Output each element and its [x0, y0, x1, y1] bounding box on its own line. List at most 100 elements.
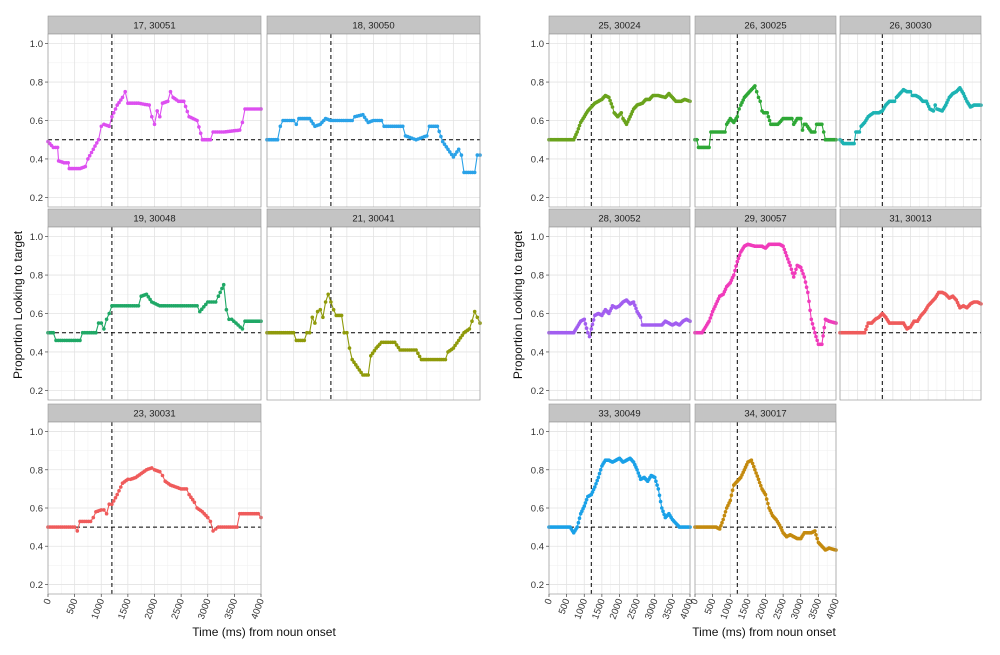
data-point: [597, 471, 602, 476]
data-point: [575, 525, 579, 529]
data-point: [95, 141, 99, 145]
y-tick-label: 0.2: [30, 193, 43, 204]
facet-strip-label: 17, 30051: [133, 21, 175, 32]
data-point: [591, 318, 596, 322]
x-tick-label: 500: [703, 597, 719, 616]
data-point: [583, 501, 588, 505]
data-point: [104, 511, 109, 516]
data-point: [820, 342, 824, 347]
data-point: [104, 317, 109, 322]
data-point: [208, 519, 213, 524]
data-point: [362, 115, 367, 120]
y-tick-label: 1.0: [531, 232, 544, 243]
data-point: [582, 504, 587, 508]
data-point: [892, 99, 897, 104]
data-point: [723, 510, 728, 514]
facet-panel: 25, 30024 0.2 0.4 0.6 0.8 1.0: [531, 15, 692, 208]
panel-frame: [839, 226, 982, 401]
data-point: [576, 127, 581, 131]
data-point: [809, 317, 814, 322]
facet-panel: 28, 30052 0.2 0.4 0.6 0.8 1.0: [531, 208, 692, 401]
data-point: [166, 99, 170, 104]
data-point: [240, 120, 245, 125]
data-point: [456, 338, 461, 343]
data-point: [446, 147, 450, 152]
data-point: [275, 137, 280, 142]
data-point: [470, 319, 474, 324]
data-point: [607, 95, 611, 100]
data-point: [379, 118, 384, 123]
data-point: [155, 109, 159, 113]
data-point: [756, 477, 761, 482]
data-point: [709, 313, 714, 317]
y-tick-label: 0.4: [30, 542, 43, 553]
data-point: [764, 497, 769, 501]
data-point: [723, 130, 727, 134]
data-point: [83, 164, 88, 169]
data-point: [808, 308, 812, 313]
data-point: [185, 109, 190, 114]
data-point: [750, 461, 755, 466]
data-point: [752, 464, 756, 469]
y-tick-label: 0.6: [30, 116, 43, 127]
data-point: [111, 111, 116, 115]
data-point: [160, 473, 165, 478]
data-point: [813, 130, 817, 134]
data-point: [451, 346, 456, 350]
data-point: [99, 321, 104, 325]
data-point: [220, 286, 224, 291]
facet-strip-label: 29, 30057: [744, 214, 786, 225]
data-point: [310, 315, 315, 320]
data-point: [366, 373, 371, 377]
data-point: [800, 268, 804, 273]
y-tick-label: 0.6: [30, 309, 43, 320]
x-tick-label: 1000: [719, 597, 737, 621]
data-point: [91, 515, 96, 520]
data-point: [721, 517, 725, 522]
data-point: [660, 506, 664, 510]
data-point: [211, 529, 215, 533]
data-point: [730, 488, 735, 493]
data-point: [150, 114, 154, 119]
data-point: [575, 130, 579, 134]
data-point: [460, 333, 465, 338]
data-point: [318, 307, 323, 312]
data-point: [799, 116, 803, 121]
data-point: [459, 153, 464, 157]
data-point: [653, 475, 657, 480]
data-point: [933, 103, 937, 107]
data-point: [339, 313, 344, 318]
x-tick-label: 2500: [625, 597, 643, 621]
y-tick-label: 0.6: [531, 116, 544, 127]
data-point: [635, 468, 639, 472]
data-point: [584, 326, 589, 331]
data-point: [737, 107, 741, 111]
data-point: [455, 341, 459, 345]
facet-panel: 23, 30031 0.2 0.4 0.6 0.8 1.0: [30, 403, 263, 595]
facet-strip-label: 19, 30048: [133, 214, 175, 225]
data-point: [361, 112, 365, 117]
data-point: [767, 118, 772, 123]
data-point: [323, 300, 328, 304]
data-point: [291, 118, 296, 123]
data-point: [654, 479, 658, 484]
data-point: [184, 487, 189, 491]
data-point: [111, 499, 116, 503]
x-tick-label: 2000: [608, 597, 626, 621]
data-point: [609, 102, 614, 106]
data-point: [787, 260, 791, 265]
facet-strip-label: 26, 30030: [889, 21, 931, 32]
data-point: [113, 107, 118, 111]
data-point: [813, 529, 817, 533]
data-point: [55, 145, 60, 150]
y-tick-label: 0.8: [531, 271, 544, 282]
y-tick-label: 0.8: [30, 465, 43, 476]
data-point: [656, 487, 661, 491]
data-point: [810, 322, 815, 326]
data-point: [783, 250, 788, 255]
y-tick-label: 0.6: [30, 504, 43, 515]
data-point: [350, 357, 355, 362]
data-point: [737, 253, 742, 257]
data-point: [717, 527, 722, 531]
